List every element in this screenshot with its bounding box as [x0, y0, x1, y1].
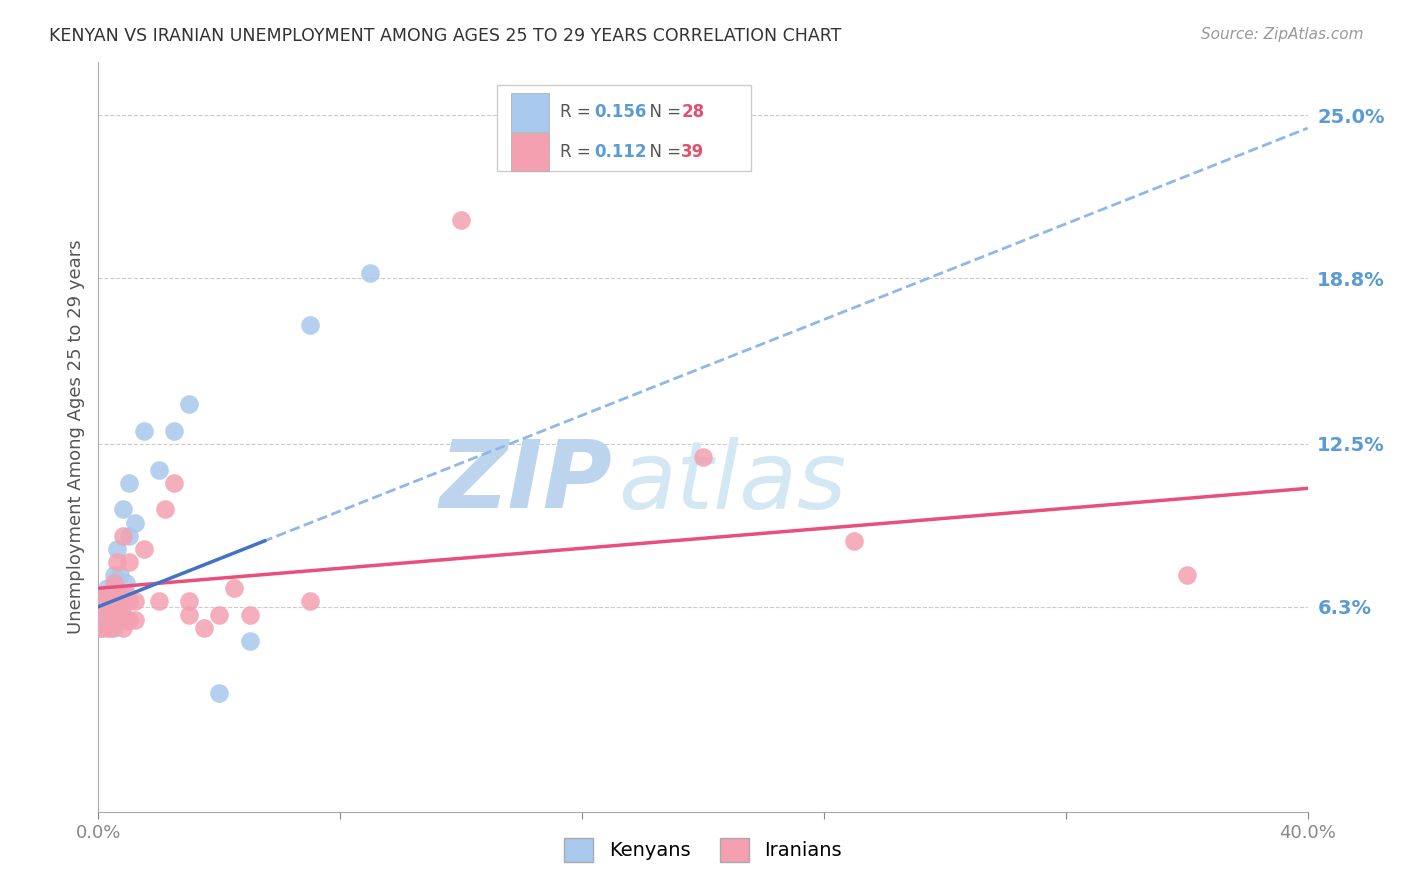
Point [844, 533, 866, 548]
Legend: Kenyans, Iranians: Kenyans, Iranians [557, 830, 849, 870]
Point [224, 581, 246, 595]
Point [105, 541, 128, 556]
Point [108, 594, 131, 608]
Point [118, 476, 141, 491]
Text: N =: N = [638, 143, 686, 161]
Point [239, 633, 262, 648]
Point [124, 516, 146, 530]
Point [103, 576, 125, 591]
Point [124, 594, 146, 608]
Text: 28: 28 [682, 103, 704, 121]
Text: 39: 39 [682, 143, 704, 161]
Point [90, 594, 112, 608]
Point [105, 613, 128, 627]
Text: R =: R = [561, 103, 596, 121]
Point [96, 621, 118, 635]
Point [118, 594, 141, 608]
FancyBboxPatch shape [510, 93, 550, 132]
Text: KENYAN VS IRANIAN UNEMPLOYMENT AMONG AGES 25 TO 29 YEARS CORRELATION CHART: KENYAN VS IRANIAN UNEMPLOYMENT AMONG AGE… [49, 27, 842, 45]
Point [103, 621, 125, 635]
FancyBboxPatch shape [510, 133, 550, 171]
Point [111, 607, 134, 622]
Point [208, 686, 231, 700]
Text: N =: N = [638, 103, 686, 121]
Y-axis label: Unemployment Among Ages 25 to 29 years: Unemployment Among Ages 25 to 29 years [66, 240, 84, 634]
Point [96, 586, 118, 600]
Point [111, 621, 134, 635]
Point [118, 555, 141, 569]
Point [179, 594, 201, 608]
Point [179, 397, 201, 411]
Point [108, 607, 131, 622]
Text: 0.112: 0.112 [595, 143, 647, 161]
Point [692, 450, 714, 464]
Point [103, 568, 125, 582]
Point [153, 502, 176, 516]
Point [148, 463, 170, 477]
Point [93, 613, 115, 627]
Point [1175, 568, 1198, 582]
Point [93, 594, 115, 608]
Point [100, 586, 122, 600]
Text: R =: R = [561, 143, 596, 161]
Point [450, 213, 472, 227]
Point [93, 607, 115, 622]
Point [193, 621, 215, 635]
Point [299, 594, 322, 608]
Point [96, 581, 118, 595]
Point [108, 594, 131, 608]
Point [163, 476, 186, 491]
Text: ZIP: ZIP [440, 436, 613, 528]
Point [90, 621, 112, 635]
Point [163, 424, 186, 438]
Point [114, 576, 136, 591]
Point [208, 607, 231, 622]
Point [114, 613, 136, 627]
Point [360, 266, 382, 280]
Point [103, 613, 125, 627]
Point [118, 613, 141, 627]
Point [132, 541, 155, 556]
Point [111, 529, 134, 543]
Point [111, 502, 134, 516]
Text: atlas: atlas [619, 436, 846, 527]
Point [118, 529, 141, 543]
Point [105, 555, 128, 569]
Point [124, 613, 146, 627]
Point [103, 607, 125, 622]
Point [100, 602, 122, 616]
Point [105, 613, 128, 627]
Point [148, 594, 170, 608]
Point [132, 424, 155, 438]
Point [105, 586, 128, 600]
Text: Source: ZipAtlas.com: Source: ZipAtlas.com [1201, 27, 1364, 42]
Point [100, 602, 122, 616]
Text: 0.156: 0.156 [595, 103, 647, 121]
FancyBboxPatch shape [498, 85, 751, 171]
Point [100, 621, 122, 635]
Point [96, 607, 118, 622]
Point [103, 594, 125, 608]
Point [299, 318, 322, 333]
Point [179, 607, 201, 622]
Point [239, 607, 262, 622]
Point [108, 568, 131, 582]
Point [90, 621, 112, 635]
Point [114, 586, 136, 600]
